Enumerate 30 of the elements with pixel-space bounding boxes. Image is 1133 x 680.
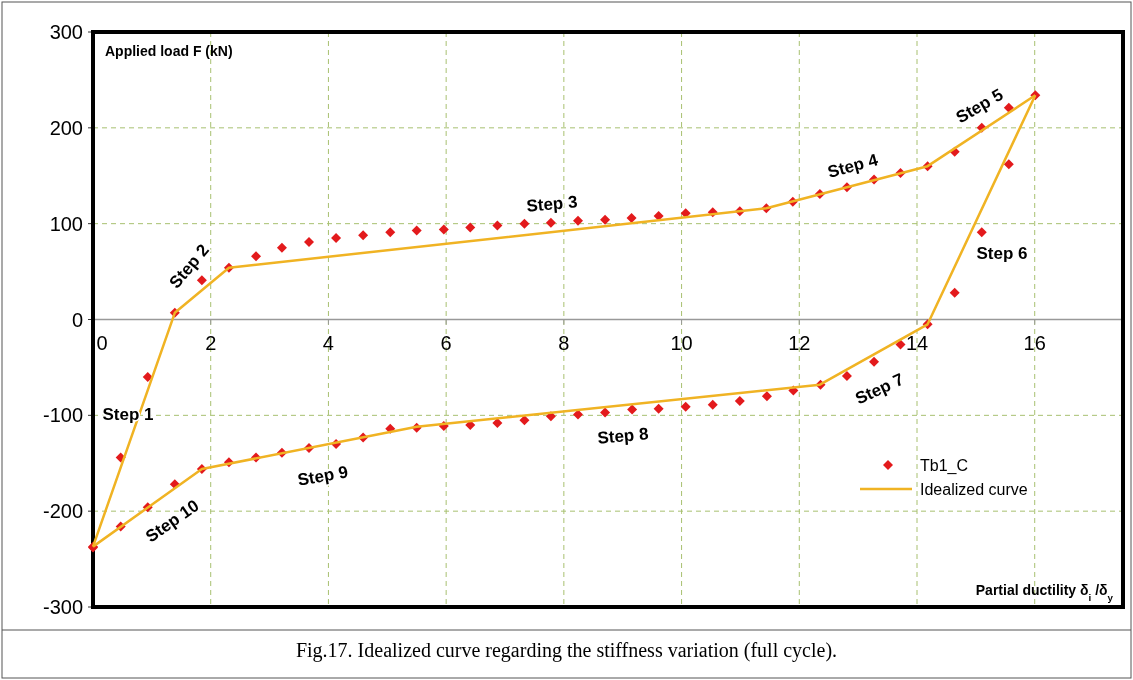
annotation: Step 3 xyxy=(525,192,579,216)
annotation: Step 7 xyxy=(852,369,907,409)
annotation: Step 6 xyxy=(976,244,1028,264)
y-tick-label: -200 xyxy=(42,500,83,523)
y-tick-label: 100 xyxy=(49,212,83,235)
legend-label: Tb1_C xyxy=(920,457,969,475)
x-tick-label: 6 xyxy=(440,331,452,354)
caption: Fig.17. Idealized curve regarding the stiffness variation (full cycle). xyxy=(295,639,838,662)
x-tick-label: 12 xyxy=(788,331,811,354)
annotation: Step 8 xyxy=(596,424,650,448)
x-tick-label: 16 xyxy=(1023,331,1046,354)
annotation: Step 5 xyxy=(952,85,1007,128)
y-tick-label: 0 xyxy=(71,308,83,331)
annotation: Step 4 xyxy=(825,150,881,182)
x-tick-label: 14 xyxy=(905,331,929,354)
y-tick-label: -300 xyxy=(42,596,83,618)
legend-label: Idealized curve xyxy=(920,481,1028,498)
y-tick-label: -100 xyxy=(42,404,83,427)
x-tick-label: 10 xyxy=(670,331,693,354)
annotation: Step 10 xyxy=(142,496,203,547)
x-tick-label: 0 xyxy=(96,331,108,354)
annotation: Step 9 xyxy=(296,462,350,490)
x-tick-label: 8 xyxy=(558,331,570,354)
y-tick-label: 200 xyxy=(49,116,83,139)
x-axis-title: Partial ductility δ$_{i}$ /δ$_{y}$ xyxy=(975,582,1114,603)
y-tick-label: 300 xyxy=(49,21,83,43)
y-axis-title: Applied load F (kN) xyxy=(105,43,233,59)
x-tick-label: 4 xyxy=(322,331,334,354)
annotation: Step 1 xyxy=(102,405,154,425)
x-tick-label: 2 xyxy=(205,331,217,354)
